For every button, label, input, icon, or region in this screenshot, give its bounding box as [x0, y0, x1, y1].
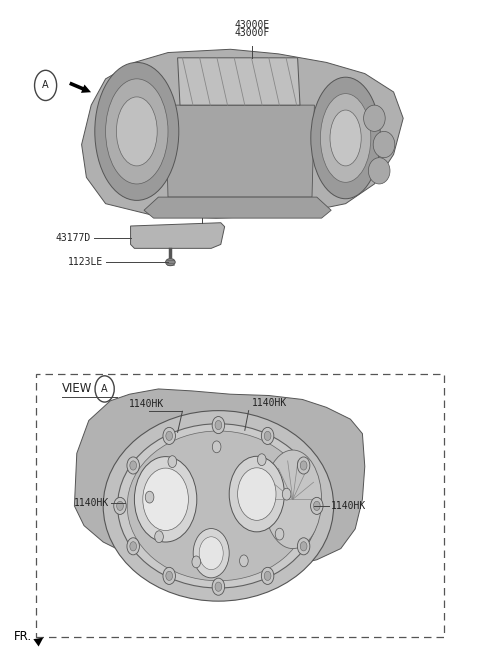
Circle shape	[264, 572, 271, 581]
Circle shape	[261, 427, 274, 444]
Circle shape	[130, 541, 136, 551]
Ellipse shape	[118, 424, 319, 588]
Circle shape	[215, 582, 222, 591]
Text: 43000F: 43000F	[234, 28, 270, 38]
Circle shape	[166, 431, 173, 440]
Circle shape	[212, 441, 221, 453]
Ellipse shape	[238, 468, 276, 520]
Polygon shape	[74, 389, 365, 572]
Bar	[36, 374, 444, 637]
Ellipse shape	[373, 131, 395, 158]
Circle shape	[300, 541, 307, 551]
Circle shape	[215, 420, 222, 430]
Text: FR.: FR.	[13, 630, 32, 643]
Circle shape	[192, 556, 201, 568]
Circle shape	[264, 431, 271, 440]
Circle shape	[298, 537, 310, 555]
Text: A: A	[101, 384, 108, 394]
Text: A: A	[42, 80, 49, 91]
Circle shape	[212, 417, 225, 434]
Circle shape	[298, 457, 310, 474]
Ellipse shape	[321, 94, 371, 183]
Ellipse shape	[193, 528, 229, 578]
Circle shape	[117, 501, 123, 510]
Ellipse shape	[369, 158, 390, 184]
Circle shape	[168, 456, 177, 468]
Ellipse shape	[199, 537, 223, 570]
Circle shape	[313, 501, 320, 510]
Text: 1140HK: 1140HK	[129, 399, 164, 409]
Polygon shape	[178, 58, 300, 105]
Circle shape	[145, 491, 154, 503]
Polygon shape	[144, 197, 331, 218]
Circle shape	[282, 488, 291, 500]
Ellipse shape	[116, 97, 157, 166]
Polygon shape	[131, 223, 225, 248]
Circle shape	[130, 461, 136, 470]
Circle shape	[155, 531, 163, 543]
Circle shape	[240, 555, 248, 567]
Ellipse shape	[229, 456, 285, 532]
Ellipse shape	[143, 468, 189, 531]
Circle shape	[127, 537, 139, 555]
Circle shape	[257, 454, 266, 466]
Text: 1140HK: 1140HK	[252, 398, 287, 408]
Circle shape	[163, 568, 175, 585]
Circle shape	[275, 528, 284, 540]
Circle shape	[114, 497, 126, 514]
Text: 43000E: 43000E	[234, 20, 270, 30]
Ellipse shape	[103, 411, 334, 601]
Circle shape	[127, 457, 139, 474]
Ellipse shape	[166, 259, 175, 266]
Text: VIEW: VIEW	[62, 382, 93, 396]
Ellipse shape	[330, 110, 361, 166]
Polygon shape	[166, 105, 314, 197]
Text: 1123LE: 1123LE	[68, 257, 103, 267]
Circle shape	[166, 572, 172, 581]
Ellipse shape	[95, 62, 179, 200]
Circle shape	[311, 497, 323, 514]
Polygon shape	[82, 49, 403, 218]
Circle shape	[261, 568, 274, 585]
Circle shape	[163, 427, 176, 444]
Ellipse shape	[106, 79, 168, 184]
Text: 1140HK: 1140HK	[331, 501, 366, 511]
Ellipse shape	[127, 431, 310, 581]
Text: 1140HK: 1140HK	[74, 497, 109, 508]
Text: 43177D: 43177D	[56, 233, 91, 243]
Ellipse shape	[264, 450, 322, 549]
Circle shape	[212, 578, 225, 595]
Ellipse shape	[364, 105, 385, 131]
Ellipse shape	[134, 457, 197, 542]
Ellipse shape	[311, 78, 380, 199]
Circle shape	[300, 461, 307, 470]
